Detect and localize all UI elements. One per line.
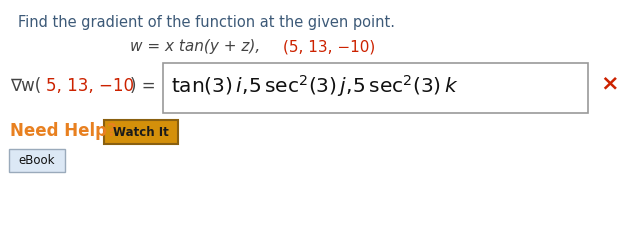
Text: $\mathrm{tan(3)}\,i,\!5\,\mathrm{sec}^2\mathrm{(3)}\,j,\!5\,\mathrm{sec}^2\mathr: $\mathrm{tan(3)}\,i,\!5\,\mathrm{sec}^2\… (171, 73, 458, 99)
FancyBboxPatch shape (9, 149, 65, 172)
Text: Find the gradient of the function at the given point.: Find the gradient of the function at the… (18, 15, 395, 30)
Text: Watch It: Watch It (113, 125, 169, 139)
Text: Need Help?: Need Help? (10, 122, 117, 140)
Text: ) =: ) = (130, 77, 155, 95)
Text: (5, 13, −10): (5, 13, −10) (283, 39, 375, 54)
Text: eBook: eBook (19, 154, 55, 167)
Text: ∇w(: ∇w( (10, 77, 41, 95)
Text: ×: × (600, 73, 619, 93)
Text: w = x tan(y + z),: w = x tan(y + z), (130, 39, 260, 54)
Bar (163, 63, 588, 113)
Text: 5, 13, −10: 5, 13, −10 (46, 77, 134, 95)
FancyBboxPatch shape (104, 120, 178, 144)
